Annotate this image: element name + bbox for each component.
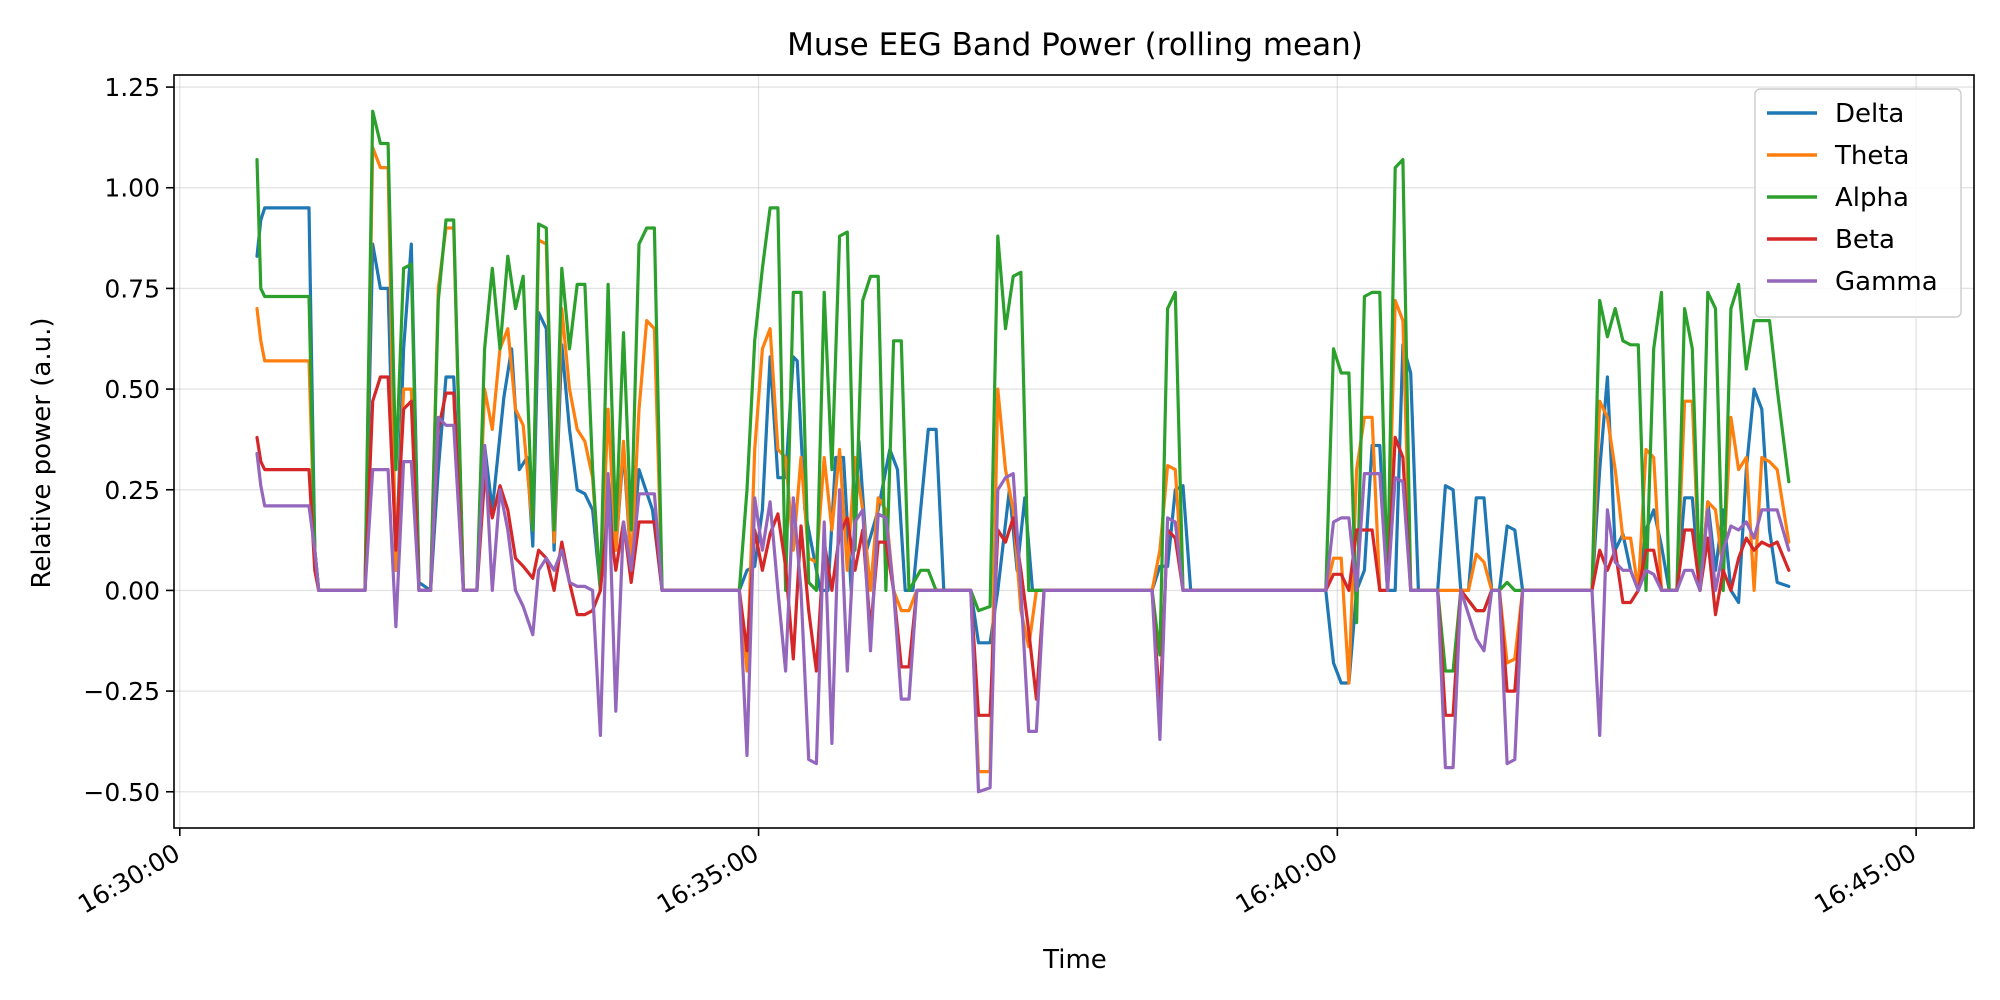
x-tick-label: 16:30:00 [73, 838, 185, 919]
legend-label-theta: Theta [1834, 141, 1909, 171]
y-tick-label: 0.75 [104, 274, 160, 303]
y-tick-label: 1.25 [104, 73, 160, 102]
series-line-delta [255, 206, 1791, 685]
legend: Delta Theta Alpha Beta Gamma [1754, 88, 1962, 318]
y-tick-label: 0.00 [104, 576, 160, 605]
x-tick-label: 16:40:00 [1231, 838, 1343, 919]
series-lines [255, 109, 1791, 794]
series-line-theta [255, 145, 1791, 774]
y-tick-label: −0.25 [83, 677, 160, 706]
series-line-beta [255, 375, 1791, 717]
chart-title: Muse EEG Band Power (rolling mean) [787, 27, 1363, 63]
legend-label-alpha: Alpha [1835, 183, 1909, 213]
y-axis-label: Relative power (a.u.) [27, 318, 57, 589]
legend-box [1754, 88, 1962, 318]
x-axis-label: Time [1042, 945, 1107, 975]
legend-label-delta: Delta [1835, 99, 1904, 129]
y-tick-label: 0.50 [104, 375, 160, 404]
series-line-gamma [255, 415, 1791, 794]
y-tick-label: 0.25 [104, 476, 160, 505]
y-tick-label: −0.50 [83, 778, 160, 807]
x-tick-label: 16:45:00 [1809, 838, 1921, 919]
x-tick-label: 16:35:00 [652, 838, 764, 919]
series-line-alpha [255, 109, 1791, 673]
plot-frame [173, 74, 1975, 829]
legend-label-beta: Beta [1835, 225, 1895, 255]
legend-label-gamma: Gamma [1835, 267, 1938, 297]
y-tick-label: 1.00 [104, 174, 160, 203]
